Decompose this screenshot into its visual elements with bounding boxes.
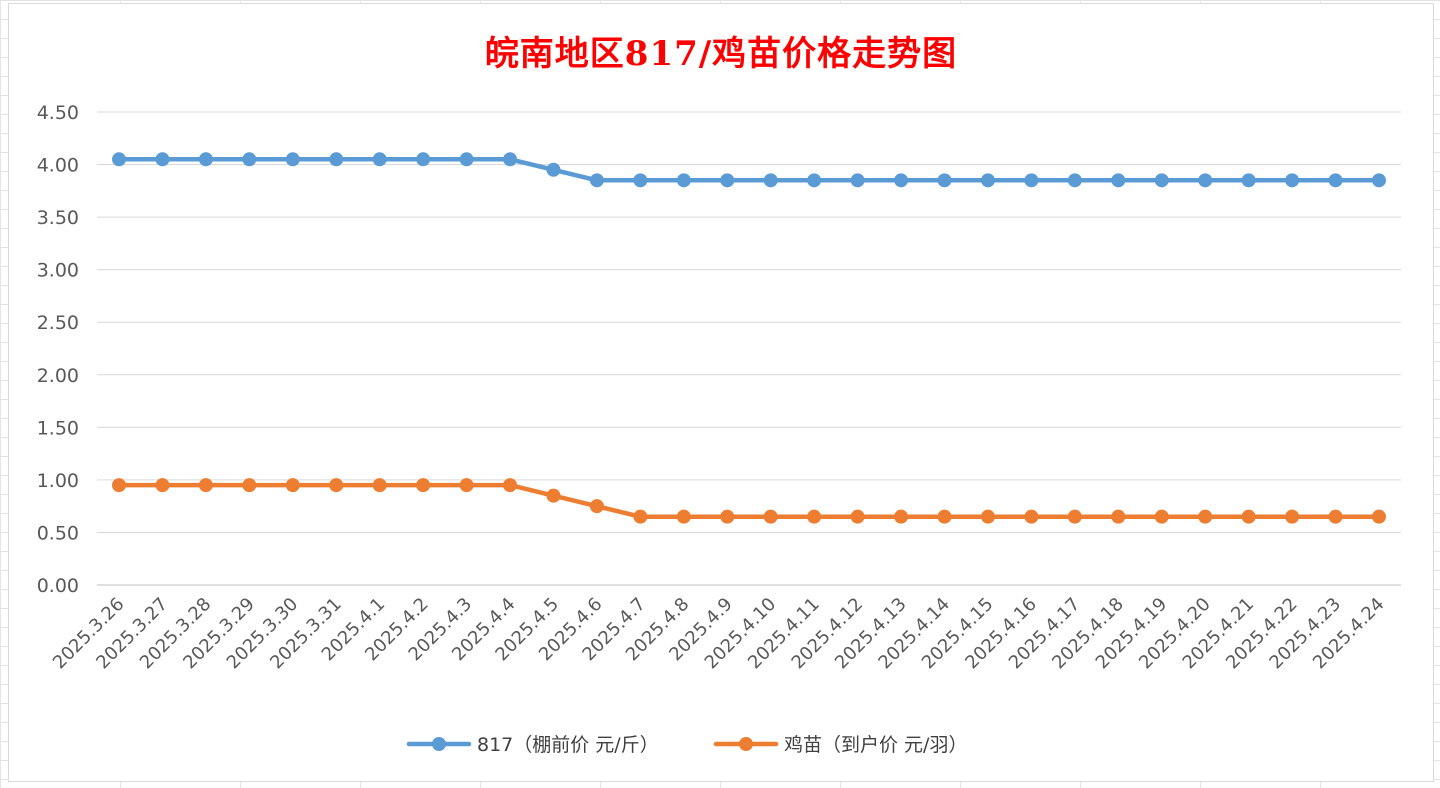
data-point [285,152,300,167]
legend-label-1: 817（棚前价 元/斤） [477,734,659,756]
data-point [807,173,822,188]
data-point [546,488,561,503]
data-point [1372,173,1386,188]
y-tick-label: 3.00 [37,260,79,282]
data-point [894,509,909,524]
data-point [416,152,431,167]
data-point [1111,509,1126,524]
data-point [1154,173,1169,188]
series-layer [112,152,1386,524]
data-point [155,478,170,493]
data-point [242,478,257,493]
data-point [633,173,648,188]
data-point [416,478,431,493]
data-point [676,173,691,188]
data-point [980,173,995,188]
data-point [720,509,735,524]
data-point [155,152,170,167]
data-point [198,478,213,493]
y-tick-label: 1.00 [37,470,79,492]
chart-area[interactable]: 皖南地区817/鸡苗价格走势图 0.00 0.50 1.00 1.50 2.00 2.50… [8,3,1434,782]
data-point [807,509,822,524]
data-point [112,152,126,167]
data-point [589,173,604,188]
data-point [285,478,300,493]
legend-swatch-marker-2 [739,737,753,751]
data-point [850,509,865,524]
legend-label-2: 鸡苗（到户价 元/羽） [784,734,967,756]
data-point [589,499,604,514]
y-tick-label: 3.50 [37,207,79,229]
data-point [763,509,778,524]
data-point [372,478,387,493]
data-point [1154,509,1169,524]
legend: 817（棚前价 元/斤） 鸡苗（到户价 元/羽） [406,734,967,756]
series-line-1 [116,157,1382,183]
data-point [329,152,344,167]
data-point [503,152,518,167]
data-point [720,173,735,188]
chart-title: 皖南地区817/鸡苗价格走势图 [484,34,958,74]
y-axis: 0.00 0.50 1.00 1.50 2.00 2.50 3.00 3.50 4.00 4.50 [37,102,79,597]
y-tick-label: 0.00 [37,575,79,597]
series-line-2 [116,482,1382,519]
data-point [459,478,474,493]
data-point [1067,173,1082,188]
data-point [459,152,474,167]
legend-swatch-marker-1 [432,737,446,751]
data-point [633,509,648,524]
y-tick-label: 4.50 [37,102,79,124]
data-point [1241,509,1256,524]
data-point [1328,173,1343,188]
data-point [1111,173,1126,188]
data-point [546,162,561,177]
data-point [1328,509,1343,524]
data-point [112,478,126,493]
data-point [1241,173,1256,188]
data-point [1024,509,1039,524]
data-point [372,152,387,167]
data-point [894,173,909,188]
data-point [1372,509,1386,524]
y-tick-label: 2.00 [37,365,79,387]
data-point [242,152,257,167]
data-point [937,509,952,524]
data-point [980,509,995,524]
data-point [937,173,952,188]
data-point [1285,509,1300,524]
line-chart: 0.00 0.50 1.00 1.50 2.00 2.50 3.00 3.50 4.00 4.50… [37,102,1401,756]
data-point [1198,173,1213,188]
y-tick-label: 4.00 [37,155,79,177]
y-tick-label: 1.50 [37,417,79,439]
data-point [1198,509,1213,524]
gridlines [97,111,1401,586]
data-point [198,152,213,167]
data-point [850,173,865,188]
data-point [1285,173,1300,188]
y-tick-label: 0.50 [37,522,79,544]
x-axis: 2025.3.262025.3.272025.3.282025.3.292025… [49,594,1389,674]
data-point [763,173,778,188]
y-tick-label: 2.50 [37,312,79,334]
data-point [329,478,344,493]
data-point [676,509,691,524]
data-point [1024,173,1039,188]
data-point [1067,509,1082,524]
data-point [503,478,518,493]
